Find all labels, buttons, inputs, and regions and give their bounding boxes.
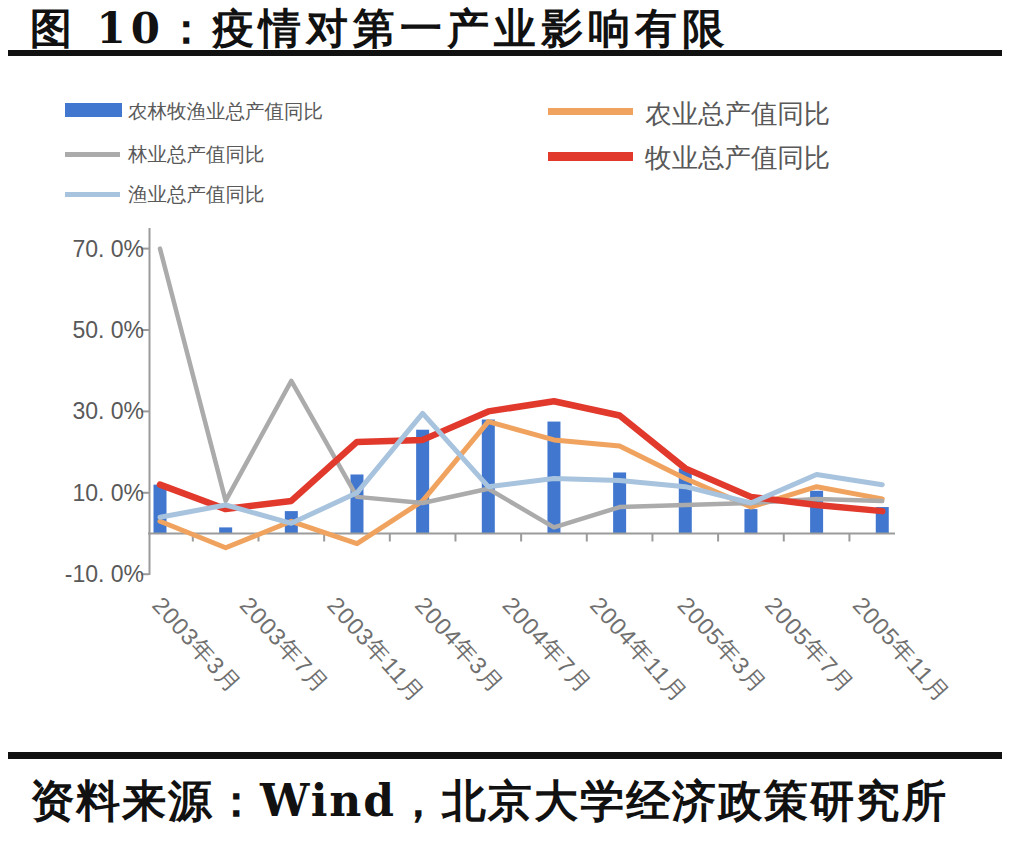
- footer-rule: [8, 752, 1002, 759]
- x-tick-label: 2005年11月: [848, 592, 955, 707]
- y-tick-label: -10. 0%: [65, 561, 144, 587]
- bar-2005-06: [744, 509, 757, 533]
- y-tick-label: 10. 0%: [72, 480, 144, 506]
- x-tick-label: 2004年7月: [497, 592, 596, 698]
- x-tick-label: 2003年7月: [235, 592, 334, 698]
- bar-2004-03: [416, 430, 429, 534]
- line-林业总产值同比: [160, 249, 882, 528]
- y-tick-label: 30. 0%: [72, 398, 144, 424]
- y-tick-label: 70. 0%: [72, 236, 144, 262]
- source-note: 资料来源：Wind，北京大学经济政策研究所: [30, 772, 948, 831]
- chart-plot-area: 70. 0%50. 0%30. 0%10. 0%-10. 0%2003年3月20…: [0, 0, 1010, 852]
- figure-page: 图 10：疫情对第一产业影响有限 农林牧渔业总产值同比 农业总产值同比 林业总产…: [0, 0, 1010, 852]
- y-tick-label: 50. 0%: [72, 317, 144, 343]
- bar-2003-12: [350, 474, 363, 533]
- x-tick-label: 2003年3月: [147, 592, 246, 698]
- bar-2003-03: [154, 485, 167, 534]
- x-tick-label: 2004年3月: [410, 592, 509, 698]
- x-tick-label: 2005年3月: [673, 592, 772, 698]
- bar-2004-06: [482, 420, 495, 534]
- x-tick-label: 2005年7月: [760, 592, 859, 698]
